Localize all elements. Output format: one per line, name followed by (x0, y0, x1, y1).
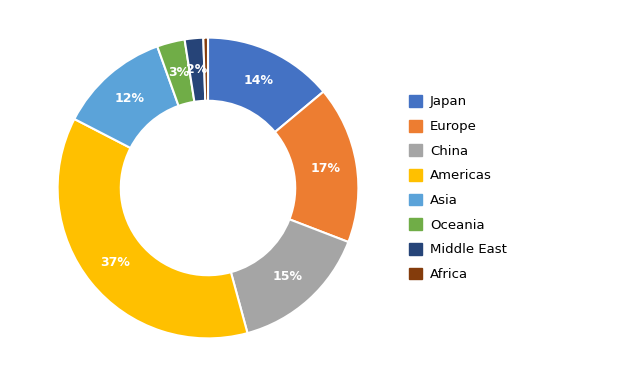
Text: 2%: 2% (186, 63, 207, 76)
Wedge shape (157, 39, 195, 106)
Wedge shape (58, 119, 248, 338)
Text: 14%: 14% (243, 74, 273, 87)
Wedge shape (184, 38, 205, 102)
Text: 37%: 37% (100, 256, 131, 269)
Text: 15%: 15% (273, 270, 303, 283)
Text: 12%: 12% (115, 92, 145, 105)
Wedge shape (275, 92, 358, 242)
Wedge shape (74, 46, 179, 148)
Wedge shape (231, 219, 348, 333)
Legend: Japan, Europe, China, Americas, Asia, Oceania, Middle East, Africa: Japan, Europe, China, Americas, Asia, Oc… (403, 90, 512, 286)
Wedge shape (204, 38, 208, 101)
Text: 3%: 3% (168, 67, 189, 79)
Wedge shape (208, 38, 323, 132)
Text: 17%: 17% (310, 162, 340, 175)
